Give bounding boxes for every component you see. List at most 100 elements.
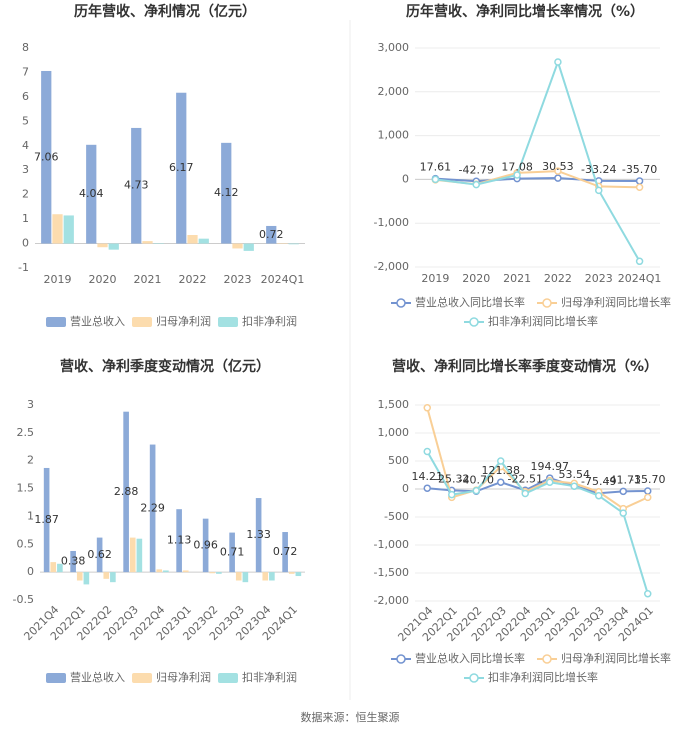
bar [266, 225, 277, 244]
bar [50, 562, 57, 573]
bar [70, 550, 76, 573]
value-label: 1.87 [34, 513, 59, 526]
value-label: 0.72 [273, 545, 298, 558]
bar [41, 70, 52, 244]
y-tick-label: 1,500 [378, 398, 410, 411]
value-label: 0.71 [220, 545, 245, 558]
legend-label: 归母净利润同比增长率 [561, 651, 671, 665]
value-label: -33.24 [581, 163, 616, 176]
bar [202, 518, 209, 573]
value-label: -35.70 [630, 473, 665, 486]
point [635, 257, 644, 266]
legend-label: 归母净利润 [156, 670, 211, 684]
y-tick-label: -1 [18, 261, 29, 274]
point [423, 404, 431, 412]
bar [176, 509, 182, 573]
bar [76, 572, 83, 581]
line [435, 58, 641, 262]
chart-title: 营收、净利季度变动情况（亿元） [60, 358, 270, 375]
bar [129, 537, 136, 573]
point [595, 186, 603, 195]
y-tick-label: -1,500 [374, 566, 409, 579]
bar [282, 532, 288, 573]
y-tick-label: 0 [402, 172, 409, 185]
legend-label: 营业总收入同比增长率 [415, 295, 525, 309]
bar [96, 537, 103, 573]
point [472, 180, 480, 189]
point [644, 487, 652, 495]
source: 数据来源：恒生聚源 [301, 710, 400, 724]
point [431, 175, 440, 184]
y-tick-label: 500 [388, 454, 409, 467]
legend-swatch [132, 317, 152, 327]
value-label: 4.12 [214, 186, 239, 199]
point [472, 486, 480, 495]
value-label: -40.70 [459, 473, 494, 486]
y-tick-label: -0.5 [13, 593, 34, 606]
x-tick-label: 2023 [224, 273, 252, 286]
x-tick-label: 2022 [544, 272, 572, 285]
value-label: 53.54 [559, 468, 591, 481]
legend-swatch [218, 317, 238, 327]
bar [136, 538, 143, 573]
value-label: 4.04 [79, 187, 104, 200]
y-tick-label: 2 [27, 454, 34, 467]
bar [295, 572, 302, 577]
x-tick-label: 2020 [462, 272, 490, 285]
bar [288, 243, 299, 245]
x-tick-label: 2019 [44, 273, 72, 286]
bar [187, 235, 198, 244]
value-label: -22.51 [508, 472, 543, 485]
value-label: 2.88 [114, 485, 139, 498]
point [546, 478, 554, 487]
point [497, 478, 505, 486]
y-tick-label: 4 [22, 139, 29, 152]
value-label: 14.21 [412, 470, 444, 483]
point [635, 183, 644, 192]
legend-swatch [132, 673, 152, 683]
legend-swatch [469, 673, 479, 683]
y-tick-label: 1,000 [378, 129, 410, 142]
legend-label: 扣非净利润 [242, 670, 297, 684]
point [497, 457, 505, 465]
x-tick-label: 2024Q1 [618, 272, 662, 285]
point [570, 482, 578, 490]
line [426, 407, 649, 510]
legend-label: 扣非净利润 [242, 314, 297, 328]
x-tick-label: 2021 [134, 273, 162, 286]
bar [63, 215, 74, 244]
legend-swatch [46, 673, 66, 683]
line [426, 450, 649, 595]
point [554, 58, 562, 66]
bar [209, 572, 216, 574]
value-label: 17.08 [501, 161, 533, 174]
x-tick-label: 2023 [585, 272, 613, 285]
line [435, 177, 640, 183]
y-tick-label: 2.5 [17, 426, 35, 439]
x-tick-label: 2021 [503, 272, 531, 285]
point [619, 509, 627, 517]
value-label: -41.71 [606, 473, 641, 486]
value-label: 2.29 [140, 501, 165, 514]
legend-swatch [469, 317, 479, 327]
bar [123, 411, 129, 573]
y-tick-label: -1,000 [374, 538, 409, 551]
legend-swatch [396, 298, 406, 308]
value-label: -75.49 [581, 475, 616, 488]
y-tick-label: 2,000 [378, 85, 410, 98]
bar [83, 572, 90, 585]
y-tick-label: -2,000 [374, 594, 409, 607]
point [521, 489, 529, 498]
legend-swatch [46, 317, 66, 327]
y-tick-label: 3 [22, 163, 29, 176]
value-label: 121.38 [482, 464, 521, 477]
legend-label: 扣非净利润同比增长率 [488, 314, 598, 328]
point [644, 589, 652, 598]
point [554, 174, 562, 182]
bar [108, 243, 119, 250]
point [423, 447, 431, 456]
bar [232, 243, 243, 249]
bar [235, 572, 242, 581]
value-label: -35.70 [622, 163, 657, 176]
point [635, 177, 644, 185]
